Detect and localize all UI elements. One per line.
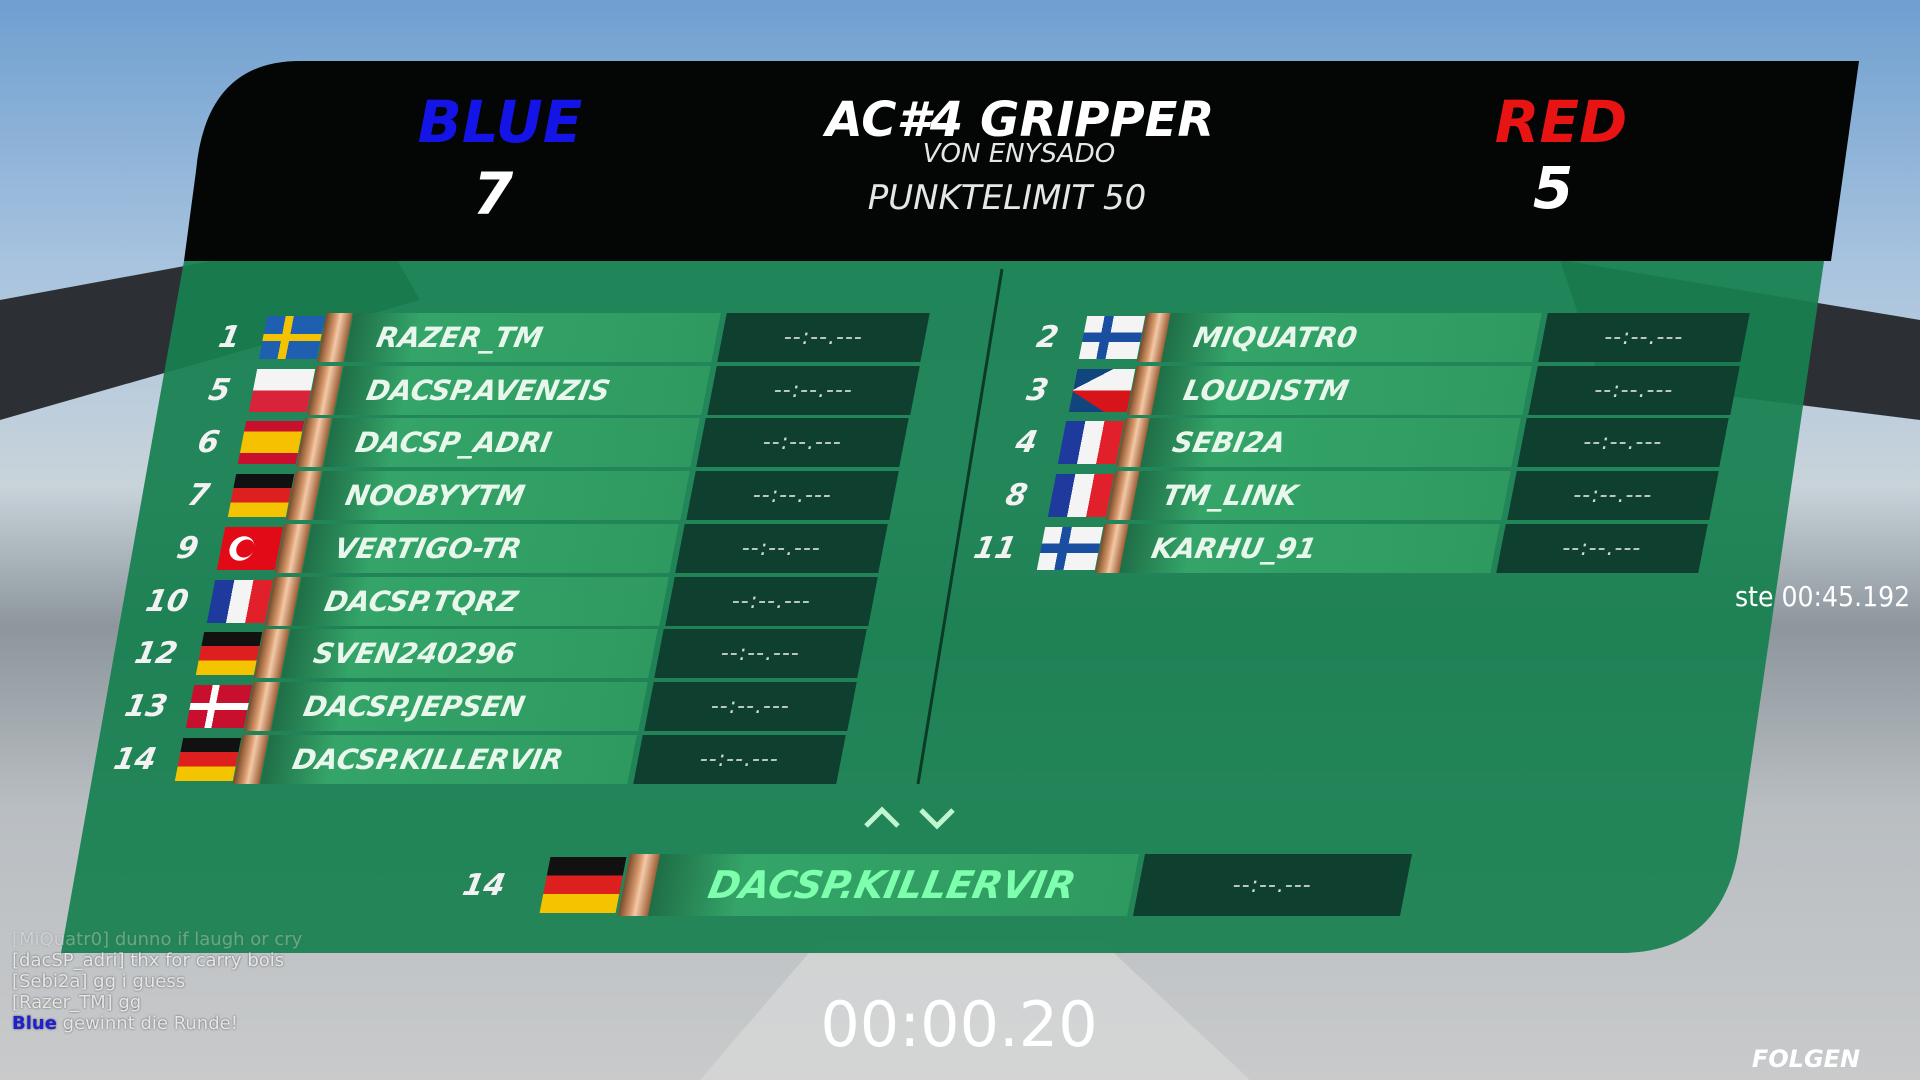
chat-team: Blue xyxy=(12,1013,57,1034)
map-title: AC#4 GRIPPER xyxy=(825,92,1215,148)
scroll-down xyxy=(919,808,955,830)
player-time: --:--.--- xyxy=(1132,854,1413,916)
player-flag xyxy=(248,368,315,412)
blue-team: BLUE xyxy=(417,88,583,156)
best-value: 00:45.192 xyxy=(1781,580,1911,613)
player-rank: 8 xyxy=(1002,478,1030,514)
player-name: DACSP.AVENZIS xyxy=(333,365,711,415)
player-time: --:--.--- xyxy=(675,523,888,573)
chat-text: gewinnt die Runde! xyxy=(62,1013,238,1034)
player-flag xyxy=(539,857,627,913)
player-flag xyxy=(185,684,252,728)
player-flag xyxy=(1036,526,1104,570)
player-name: LOUDISTM xyxy=(1150,365,1532,415)
player-name: RAZER_TM xyxy=(344,313,721,362)
player-time: --:--.--- xyxy=(643,681,857,731)
player-time: --:--.--- xyxy=(1496,523,1708,573)
player-rank: 5 xyxy=(205,372,233,408)
player-flag xyxy=(216,526,284,570)
point-limit: PUNKTELIMIT 50 xyxy=(867,178,1147,218)
player-name: DACSP.KILLERVIR xyxy=(647,854,1140,916)
player-time: --:--.--- xyxy=(1538,313,1750,362)
player-name: KARHU_91 xyxy=(1119,523,1500,573)
player-time: --:--.--- xyxy=(1527,365,1740,415)
column-divider xyxy=(916,268,1004,785)
header-panel xyxy=(184,61,1859,261)
road xyxy=(700,940,1250,1080)
player-time: --:--.--- xyxy=(696,418,909,468)
player-time: --:--.--- xyxy=(685,471,899,521)
player-name: NOOBYYTM xyxy=(312,471,690,521)
red-team: RED xyxy=(1494,88,1628,156)
chat-line: [dacSP_adri] thx for carry bois xyxy=(12,950,285,971)
player-rank: 2 xyxy=(1033,320,1062,355)
blue-score: 7 xyxy=(472,160,514,228)
scroll-up xyxy=(864,806,900,828)
player-name: DACSP.TQRZ xyxy=(291,576,669,626)
player-name: MIQUATR0 xyxy=(1161,313,1542,362)
chat-line: [Razer_TM] gg xyxy=(12,992,142,1013)
player-rank: 13 xyxy=(121,688,170,724)
player-flag xyxy=(1068,368,1135,412)
player-time: --:--.--- xyxy=(654,629,867,679)
player-flag xyxy=(206,579,273,623)
player-rank: 14 xyxy=(110,741,160,777)
player-rank: 9 xyxy=(173,530,202,566)
player-name: DACSP_ADRI xyxy=(323,418,700,468)
player-time: --:--.--- xyxy=(717,313,930,362)
race-timer: 00:00.20 xyxy=(820,988,1098,1061)
chat-result: Blue gewinnt die Runde! xyxy=(12,1013,238,1034)
player-time: --:--.--- xyxy=(706,365,920,415)
player-flag xyxy=(1057,421,1125,465)
player-name: VERTIGO-TR xyxy=(302,523,679,573)
player-time: --:--.--- xyxy=(664,576,878,626)
player-rank: 11 xyxy=(970,530,1020,566)
best-time: ste 00:45.192 xyxy=(1735,580,1910,613)
player-time: --:--.--- xyxy=(1517,418,1729,468)
player-name: SVEN240296 xyxy=(281,629,658,679)
player-name: DACSP.JEPSEN xyxy=(270,681,648,731)
follow-button[interactable]: FOLGEN xyxy=(1751,1045,1861,1073)
player-rank: 7 xyxy=(184,478,212,514)
map-author: VON ENYSADO xyxy=(922,139,1116,169)
player-rank: 6 xyxy=(194,425,223,461)
player-time: --:--.--- xyxy=(633,734,846,784)
player-flag xyxy=(195,632,263,676)
player-flag xyxy=(1078,316,1146,359)
player-rank: 4 xyxy=(1012,425,1041,461)
chat-line: [MiQuatr0] dunno if laugh or cry xyxy=(12,929,303,950)
best-label: ste xyxy=(1735,580,1774,613)
player-flag xyxy=(227,474,294,518)
player-flag xyxy=(237,421,305,465)
player-name: SEBI2A xyxy=(1140,418,1521,468)
chat-line: [Sebi2a] gg i guess xyxy=(12,971,186,992)
player-flag xyxy=(258,316,326,359)
player-rank: 12 xyxy=(131,636,181,672)
player-flag xyxy=(1047,474,1114,518)
player-rank: 10 xyxy=(142,583,191,619)
player-time: --:--.--- xyxy=(1506,471,1719,521)
player-name: DACSP.KILLERVIR xyxy=(260,734,637,784)
red-score: 5 xyxy=(1532,154,1574,222)
player-rank: 1 xyxy=(215,320,244,355)
player-name: TM_LINK xyxy=(1129,471,1511,521)
player-flag xyxy=(174,737,242,781)
player-rank: 3 xyxy=(1023,372,1051,408)
